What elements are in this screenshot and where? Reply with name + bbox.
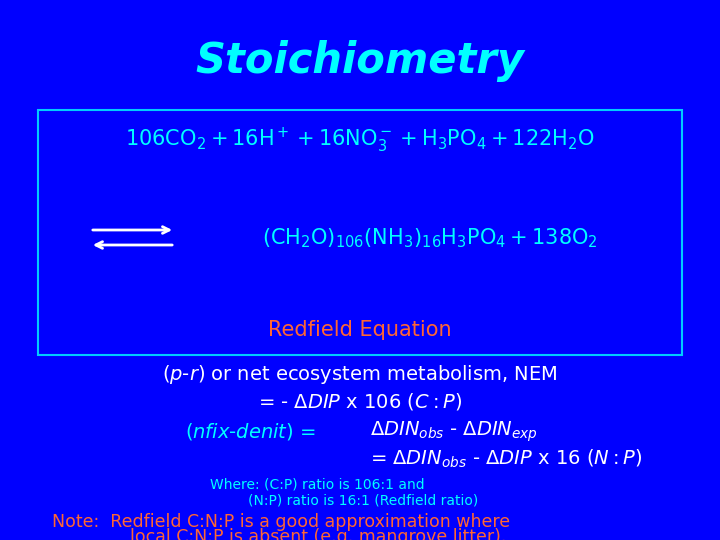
Text: ($\mathit{p}$-$\mathit{r}$) or net ecosystem metabolism, NEM: ($\mathit{p}$-$\mathit{r}$) or net ecosy… [162,363,558,387]
Text: = $\mathit{\Delta DIN_{obs}}$ - $\mathit{\Delta DIP}$ x 16 $\mathit{(N:P)}$: = $\mathit{\Delta DIN_{obs}}$ - $\mathit… [370,448,642,470]
Text: Note:  Redfield C:N:P is a good approximation where: Note: Redfield C:N:P is a good approxima… [52,513,510,531]
Text: $\mathit{\Delta DIN_{obs}}$ - $\mathit{\Delta DIN_{exp}}$: $\mathit{\Delta DIN_{obs}}$ - $\mathit{\… [370,420,538,444]
Text: $\mathregular{(CH_2O)_{106}(NH_3)_{16}H_3PO_4 + 138O_2}$: $\mathregular{(CH_2O)_{106}(NH_3)_{16}H_… [262,226,598,250]
Text: = - $\mathit{\Delta DIP}$ x 106 $\mathit{(C:P)}$: = - $\mathit{\Delta DIP}$ x 106 $\mathit… [258,392,462,413]
Text: local C:N:P is absent (e.g. mangrove litter).: local C:N:P is absent (e.g. mangrove lit… [130,528,506,540]
Text: Stoichiometry: Stoichiometry [196,40,524,82]
Text: Where: (C:P) ratio is 106:1 and: Where: (C:P) ratio is 106:1 and [210,477,425,491]
Text: (N:P) ratio is 16:1 (Redfield ratio): (N:P) ratio is 16:1 (Redfield ratio) [248,493,478,507]
Text: $\mathit{(nfix\text{-}denit)}$ =: $\mathit{(nfix\text{-}denit)}$ = [185,422,318,442]
Text: Redfield Equation: Redfield Equation [268,320,452,340]
Text: $\mathregular{106CO_2 + 16H^+ + 16NO_3^- + H_3PO_4 + 122H_2O}$: $\mathregular{106CO_2 + 16H^+ + 16NO_3^-… [125,125,595,154]
Bar [38,110,682,355]
